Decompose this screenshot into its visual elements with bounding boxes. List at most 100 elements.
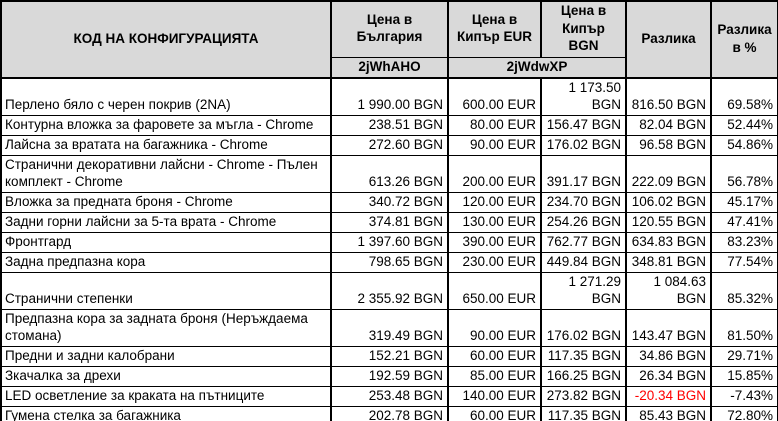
difference-cell[interactable]: 120.55 BGN	[625, 212, 712, 234]
config-label-cell[interactable]: Предпазна кора за задната броня (Неръжда…	[0, 309, 332, 348]
difference-pct-cell[interactable]: 83.23%	[710, 232, 778, 254]
price-cyprus-eur-cell[interactable]: 85.00 EUR	[447, 366, 542, 388]
price-cyprus-bgn-cell[interactable]: 156.47 BGN	[540, 115, 627, 137]
config-label-cell[interactable]: LED осветление за краката на пътниците	[0, 386, 332, 408]
difference-cell[interactable]: 222.09 BGN	[625, 155, 712, 194]
difference-pct-cell[interactable]: 47.41%	[710, 212, 778, 234]
table-header: КОД НА КОНФИГУРАЦИЯТА Цена в България Це…	[0, 0, 778, 79]
price-cyprus-eur-cell[interactable]: 140.00 EUR	[447, 386, 542, 408]
config-label-cell[interactable]: Странични степенки	[0, 272, 332, 311]
price-cyprus-bgn-cell[interactable]: 449.84 BGN	[540, 252, 627, 274]
table-row: Фронтгард 1 397.60 BGN 390.00 EUR 762.77…	[0, 232, 778, 254]
config-label-cell[interactable]: Фронтгард	[0, 232, 332, 254]
difference-cell[interactable]: 1 084.63 BGN	[625, 272, 712, 311]
config-label-cell[interactable]: Предни и задни калобрани	[0, 346, 332, 368]
difference-pct-cell[interactable]: 81.50%	[710, 309, 778, 348]
config-label-cell[interactable]: Странични декоративни лайсни - Chrome - …	[0, 155, 332, 194]
price-cyprus-bgn-cell[interactable]: 117.35 BGN	[540, 406, 627, 421]
price-cyprus-bgn-cell[interactable]: 1 173.50 BGN	[540, 77, 627, 117]
price-cyprus-eur-cell[interactable]: 600.00 EUR	[447, 77, 542, 117]
difference-cell[interactable]: 34.86 BGN	[625, 346, 712, 368]
difference-pct-cell[interactable]: 77.54%	[710, 252, 778, 274]
price-bulgaria-cell[interactable]: 1 397.60 BGN	[330, 232, 449, 254]
config-label-cell[interactable]: Гумена стелка за багажника	[0, 406, 332, 421]
header-price-cyprus-bgn[interactable]: Цена в Кипър BGN	[540, 0, 627, 58]
difference-pct-cell[interactable]: -7.43%	[710, 386, 778, 408]
header-price-bulgaria[interactable]: Цена в България	[330, 0, 449, 58]
price-bulgaria-cell[interactable]: 152.21 BGN	[330, 346, 449, 368]
price-cyprus-bgn-cell[interactable]: 166.25 BGN	[540, 366, 627, 388]
difference-cell[interactable]: 85.43 BGN	[625, 406, 712, 421]
price-bulgaria-cell[interactable]: 253.48 BGN	[330, 386, 449, 408]
price-cyprus-bgn-cell[interactable]: 234.70 BGN	[540, 192, 627, 214]
price-bulgaria-cell[interactable]: 798.65 BGN	[330, 252, 449, 274]
price-cyprus-eur-cell[interactable]: 90.00 EUR	[447, 135, 542, 157]
difference-pct-cell[interactable]: 15.85%	[710, 366, 778, 388]
difference-pct-cell[interactable]: 45.17%	[710, 192, 778, 214]
config-code-cyprus[interactable]: 2jWdwXP	[447, 56, 627, 79]
difference-pct-cell[interactable]: 69.58%	[710, 77, 778, 117]
config-code-bulgaria[interactable]: 2jWhAHO	[330, 56, 449, 79]
price-cyprus-eur-cell[interactable]: 230.00 EUR	[447, 252, 542, 274]
table-row: LED осветление за краката на пътниците 2…	[0, 386, 778, 408]
difference-pct-cell[interactable]: 85.32%	[710, 272, 778, 311]
header-price-cyprus-eur[interactable]: Цена в Кипър EUR	[447, 0, 542, 58]
price-bulgaria-cell[interactable]: 2 355.92 BGN	[330, 272, 449, 311]
difference-cell[interactable]: 106.02 BGN	[625, 192, 712, 214]
header-config-code[interactable]: КОД НА КОНФИГУРАЦИЯТА	[0, 0, 332, 79]
price-cyprus-eur-cell[interactable]: 90.00 EUR	[447, 309, 542, 348]
price-bulgaria-cell[interactable]: 613.26 BGN	[330, 155, 449, 194]
difference-pct-cell[interactable]: 72.80%	[710, 406, 778, 421]
price-cyprus-bgn-cell[interactable]: 254.26 BGN	[540, 212, 627, 234]
header-difference[interactable]: Разлика	[625, 0, 712, 79]
price-bulgaria-cell[interactable]: 374.81 BGN	[330, 212, 449, 234]
difference-pct-cell[interactable]: 29.71%	[710, 346, 778, 368]
price-cyprus-eur-cell[interactable]: 80.00 EUR	[447, 115, 542, 137]
price-cyprus-eur-cell[interactable]: 390.00 EUR	[447, 232, 542, 254]
table-row: Предпазна кора за задната броня (Неръжда…	[0, 309, 778, 348]
config-label-cell[interactable]: Задни горни лайсни за 5-та врата - Chrom…	[0, 212, 332, 234]
price-bulgaria-cell[interactable]: 272.60 BGN	[330, 135, 449, 157]
difference-cell[interactable]: -20.34 BGN	[625, 386, 712, 408]
config-label-cell[interactable]: Перлено бяло с черен покрив (2NA)	[0, 77, 332, 117]
price-bulgaria-cell[interactable]: 192.59 BGN	[330, 366, 449, 388]
price-cyprus-bgn-cell[interactable]: 391.17 BGN	[540, 155, 627, 194]
price-cyprus-eur-cell[interactable]: 650.00 EUR	[447, 272, 542, 311]
price-bulgaria-cell[interactable]: 238.51 BGN	[330, 115, 449, 137]
price-bulgaria-cell[interactable]: 319.49 BGN	[330, 309, 449, 348]
table-row: Странични степенки 2 355.92 BGN 650.00 E…	[0, 272, 778, 311]
difference-cell[interactable]: 82.04 BGN	[625, 115, 712, 137]
difference-cell[interactable]: 26.34 BGN	[625, 366, 712, 388]
price-cyprus-eur-cell[interactable]: 200.00 EUR	[447, 155, 542, 194]
table-row: Перлено бяло с черен покрив (2NA) 1 990.…	[0, 77, 778, 117]
price-bulgaria-cell[interactable]: 1 990.00 BGN	[330, 77, 449, 117]
price-cyprus-eur-cell[interactable]: 120.00 EUR	[447, 192, 542, 214]
difference-cell[interactable]: 348.81 BGN	[625, 252, 712, 274]
price-cyprus-bgn-cell[interactable]: 762.77 BGN	[540, 232, 627, 254]
price-cyprus-eur-cell[interactable]: 60.00 EUR	[447, 346, 542, 368]
difference-pct-cell[interactable]: 56.78%	[710, 155, 778, 194]
price-cyprus-bgn-cell[interactable]: 176.02 BGN	[540, 309, 627, 348]
price-cyprus-bgn-cell[interactable]: 117.35 BGN	[540, 346, 627, 368]
table-row: Контурна вложка за фаровете за мъгла - C…	[0, 115, 778, 137]
price-bulgaria-cell[interactable]: 340.72 BGN	[330, 192, 449, 214]
price-cyprus-eur-cell[interactable]: 130.00 EUR	[447, 212, 542, 234]
difference-cell[interactable]: 96.58 BGN	[625, 135, 712, 157]
config-label-cell[interactable]: Задна предпазна кора	[0, 252, 332, 274]
difference-pct-cell[interactable]: 52.44%	[710, 115, 778, 137]
header-difference-pct[interactable]: Разлика в %	[710, 0, 778, 79]
difference-pct-cell[interactable]: 54.86%	[710, 135, 778, 157]
price-cyprus-bgn-cell[interactable]: 273.82 BGN	[540, 386, 627, 408]
price-bulgaria-cell[interactable]: 202.78 BGN	[330, 406, 449, 421]
config-label-cell[interactable]: Зкачалка за дрехи	[0, 366, 332, 388]
difference-cell[interactable]: 816.50 BGN	[625, 77, 712, 117]
price-cyprus-eur-cell[interactable]: 60.00 EUR	[447, 406, 542, 421]
difference-cell[interactable]: 143.47 BGN	[625, 309, 712, 348]
price-cyprus-bgn-cell[interactable]: 1 271.29 BGN	[540, 272, 627, 311]
difference-cell[interactable]: 634.83 BGN	[625, 232, 712, 254]
config-label-cell[interactable]: Контурна вложка за фаровете за мъгла - C…	[0, 115, 332, 137]
config-label-cell[interactable]: Вложка за предната броня - Chrome	[0, 192, 332, 214]
price-cyprus-bgn-cell[interactable]: 176.02 BGN	[540, 135, 627, 157]
config-label-cell[interactable]: Лайсна за вратата на багажника - Chrome	[0, 135, 332, 157]
